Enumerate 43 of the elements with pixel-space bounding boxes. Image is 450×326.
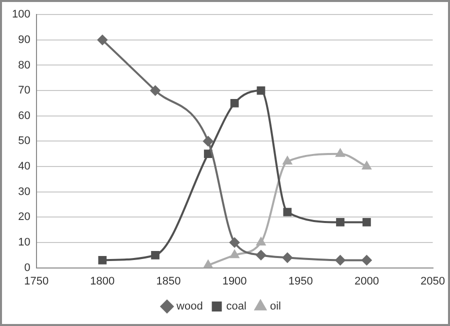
point: [203, 136, 214, 146]
point: [256, 250, 266, 260]
point: [230, 99, 239, 108]
y-tick-label: 30: [18, 186, 30, 198]
point: [283, 208, 292, 216]
x-tick-label: 1900: [222, 275, 247, 288]
y-tick-label: 70: [18, 84, 30, 97]
point: [282, 252, 292, 263]
x-tick-label: 1750: [24, 275, 49, 288]
x-tick-label: 1850: [156, 275, 181, 288]
point: [335, 255, 346, 266]
point: [97, 34, 108, 45]
x-tick-label: 1800: [90, 275, 115, 288]
y-tick-label: 60: [18, 110, 30, 122]
legend-label: coal: [226, 300, 246, 313]
y-tick-label: 100: [12, 8, 30, 21]
point: [151, 250, 160, 260]
legend-label: oil: [270, 300, 281, 313]
point: [150, 86, 160, 96]
x-tick-label: 1950: [288, 275, 313, 288]
point: [230, 237, 240, 248]
y-tick-label: 40: [18, 160, 30, 173]
legend-label: wood: [176, 300, 203, 313]
point: [362, 218, 371, 226]
y-tick-label: 80: [18, 59, 30, 72]
point: [282, 156, 292, 164]
y-tick-label: 0: [24, 262, 30, 274]
point: [362, 162, 372, 170]
point: [336, 148, 345, 157]
point: [256, 237, 266, 246]
point: [362, 255, 372, 266]
y-tick-label: 10: [18, 236, 30, 249]
point: [98, 256, 107, 264]
point: [230, 250, 240, 258]
y-tick-label: 50: [18, 135, 30, 148]
point: [204, 150, 212, 158]
x-tick-label: 2000: [354, 275, 379, 288]
point: [204, 260, 213, 268]
y-tick-label: 20: [18, 211, 30, 224]
y-tick-label: 90: [18, 34, 30, 46]
point: [256, 86, 266, 95]
point: [336, 218, 344, 226]
x-tick-label: 2050: [420, 275, 446, 288]
